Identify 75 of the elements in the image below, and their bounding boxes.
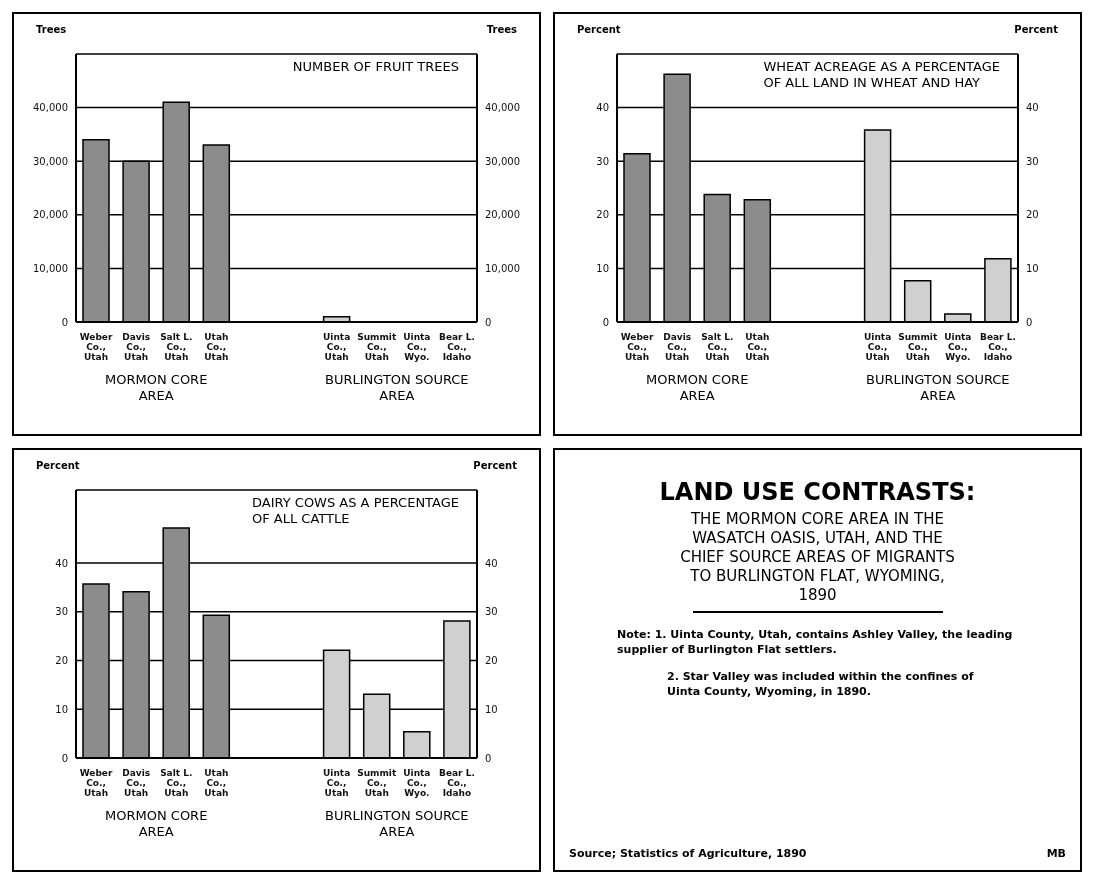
y-axis-title: Percent <box>577 24 621 35</box>
y2-tick-label: 10,000 <box>485 262 520 274</box>
text: DAIRY COWS AS A PERCENTAGE OF ALL CATTLE <box>252 495 459 527</box>
y2-tick-label: 10 <box>1026 262 1039 274</box>
text: WHEAT ACREAGE AS A PERCENTAGE OF ALL LAND IN WHEAT AND HAY <box>763 59 1000 91</box>
x-tick-label: Summit Co., Utah <box>357 768 397 798</box>
y-axis-title: Trees <box>36 24 67 35</box>
x-tick-label: Weber Co., Utah <box>79 332 113 362</box>
y-tick-label: 10 <box>596 262 609 274</box>
x-tick-label: Davis Co., Utah <box>122 768 151 798</box>
x-tick-label: Uinta Co., Wyo. <box>944 332 972 362</box>
y-tick-label: 30 <box>55 606 68 618</box>
text: 2. Star Valley was included within the confines of Uinta County, Wyoming, in 1890. <box>667 669 975 699</box>
chart-title: NUMBER OF FRUIT TREES <box>292 59 459 75</box>
x-tick-label: Bear L. Co., Idaho <box>439 332 475 362</box>
x-tick-label: Salt L. Co., Utah <box>160 768 193 798</box>
x-tick-label: Bear L. Co., Idaho <box>439 768 475 798</box>
y-tick-label: 10 <box>55 703 68 715</box>
y2-axis-title: Percent <box>1014 24 1058 35</box>
x-tick-label: Uinta Co., Utah <box>323 332 351 362</box>
y-tick-label: 10,000 <box>33 262 68 274</box>
text: MORMON CORE AREA <box>104 808 209 840</box>
y-tick-label: 30 <box>596 155 609 167</box>
y-tick-label: 20 <box>596 209 609 221</box>
x-tick-label: Bear L. Co., Idaho <box>980 332 1016 362</box>
x-tick-label: Utah Co., Utah <box>204 332 229 362</box>
text: MORMON CORE AREA <box>645 372 750 404</box>
y2-tick-label: 30 <box>1026 155 1039 167</box>
x-tick-label: Salt L. Co., Utah <box>160 332 193 362</box>
text: THE MORMON CORE AREA IN THE WASATCH OASIS, UTAH, AND THE CHIEF SOURCE AREAS OF MIGRANTS TO BURLINGTON FLAT, WYOMING, 1890 <box>679 510 956 605</box>
x-tick-label: Utah Co., Utah <box>745 332 770 362</box>
x-tick-label: Uinta Co., Wyo. <box>403 332 431 362</box>
y-tick-label: 40 <box>596 102 609 114</box>
text: BURLINGTON SOURCE AREA <box>324 808 470 840</box>
text: Note: 1. Uinta County, Utah, contains Ashley Valley, the leading supplier of Burlington Flat settlers. <box>617 627 1014 657</box>
x-tick-label: Salt L. Co., Utah <box>701 332 734 362</box>
y-axis-title: Percent <box>36 460 80 471</box>
y2-tick-label: 30,000 <box>485 155 520 167</box>
y-tick-label: 30,000 <box>33 155 68 167</box>
x-tick-label: Summit Co., Utah <box>357 332 397 362</box>
y2-axis-title: Trees <box>486 24 517 35</box>
source-note: Source; Statistics of Agriculture, 1890 <box>569 847 807 860</box>
y2-tick-label: 20 <box>1026 209 1039 221</box>
x-tick-label: Uinta Co., Wyo. <box>403 768 431 798</box>
text: BURLINGTON SOURCE AREA <box>865 372 1011 404</box>
text: LAND USE CONTRASTS: <box>658 478 977 506</box>
text: BURLINGTON SOURCE AREA <box>324 372 470 404</box>
y-tick-label: 20,000 <box>33 209 68 221</box>
y2-tick-label: 0 <box>485 752 492 764</box>
y-tick-label: 0 <box>61 752 68 764</box>
y2-tick-label: 0 <box>1026 316 1033 328</box>
x-tick-label: Uinta Co., Utah <box>864 332 892 362</box>
y-tick-label: 0 <box>602 316 609 328</box>
text: MORMON CORE AREA <box>104 372 209 404</box>
x-tick-label: Weber Co., Utah <box>79 768 113 798</box>
x-tick-label: Davis Co., Utah <box>663 332 692 362</box>
x-tick-label: Summit Co., Utah <box>898 332 938 362</box>
y-tick-label: 20 <box>55 655 68 667</box>
y2-axis-title: Percent <box>473 460 517 471</box>
y2-tick-label: 40,000 <box>485 102 520 114</box>
y2-tick-label: 40 <box>485 557 498 569</box>
y-tick-label: 40 <box>55 557 68 569</box>
y-tick-label: 0 <box>61 316 68 328</box>
y2-tick-label: 30 <box>485 606 498 618</box>
x-tick-label: Davis Co., Utah <box>122 332 151 362</box>
y2-tick-label: 10 <box>485 703 498 715</box>
x-tick-label: Utah Co., Utah <box>204 768 229 798</box>
x-tick-label: Weber Co., Utah <box>620 332 654 362</box>
y2-tick-label: 20,000 <box>485 209 520 221</box>
x-tick-label: Uinta Co., Utah <box>323 768 351 798</box>
y-tick-label: 40,000 <box>33 102 68 114</box>
text: MB <box>1046 847 1066 860</box>
y2-tick-label: 0 <box>485 316 492 328</box>
y2-tick-label: 40 <box>1026 102 1039 114</box>
y2-tick-label: 20 <box>485 655 498 667</box>
